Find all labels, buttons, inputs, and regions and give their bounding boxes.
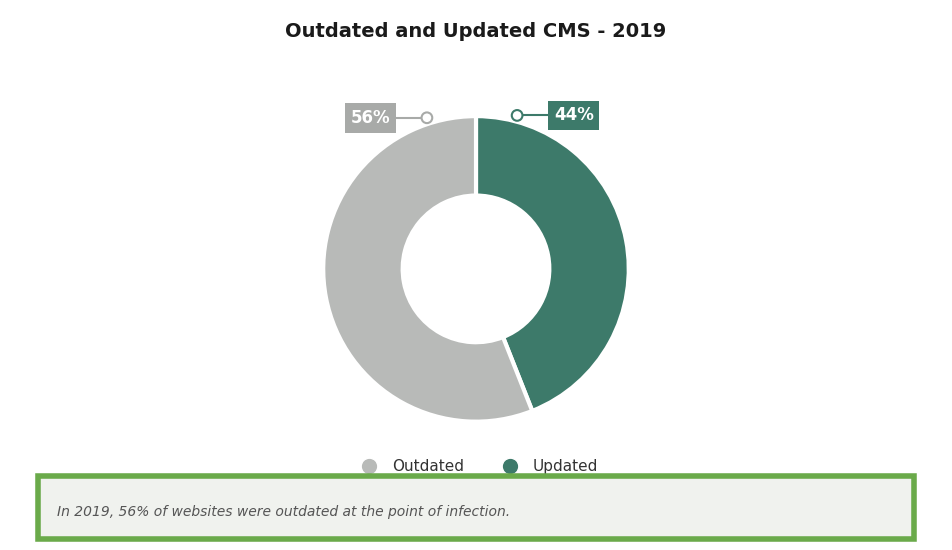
- Wedge shape: [476, 116, 628, 411]
- Circle shape: [422, 112, 432, 123]
- Legend: Outdated, Updated: Outdated, Updated: [347, 453, 605, 481]
- Text: 56%: 56%: [350, 109, 390, 127]
- Text: In 2019, 56% of websites were outdated at the point of infection.: In 2019, 56% of websites were outdated a…: [57, 505, 510, 519]
- Text: Outdated and Updated CMS - 2019: Outdated and Updated CMS - 2019: [286, 22, 666, 41]
- Circle shape: [512, 110, 523, 121]
- Wedge shape: [324, 116, 532, 422]
- FancyBboxPatch shape: [38, 476, 914, 539]
- Text: 44%: 44%: [554, 106, 594, 124]
